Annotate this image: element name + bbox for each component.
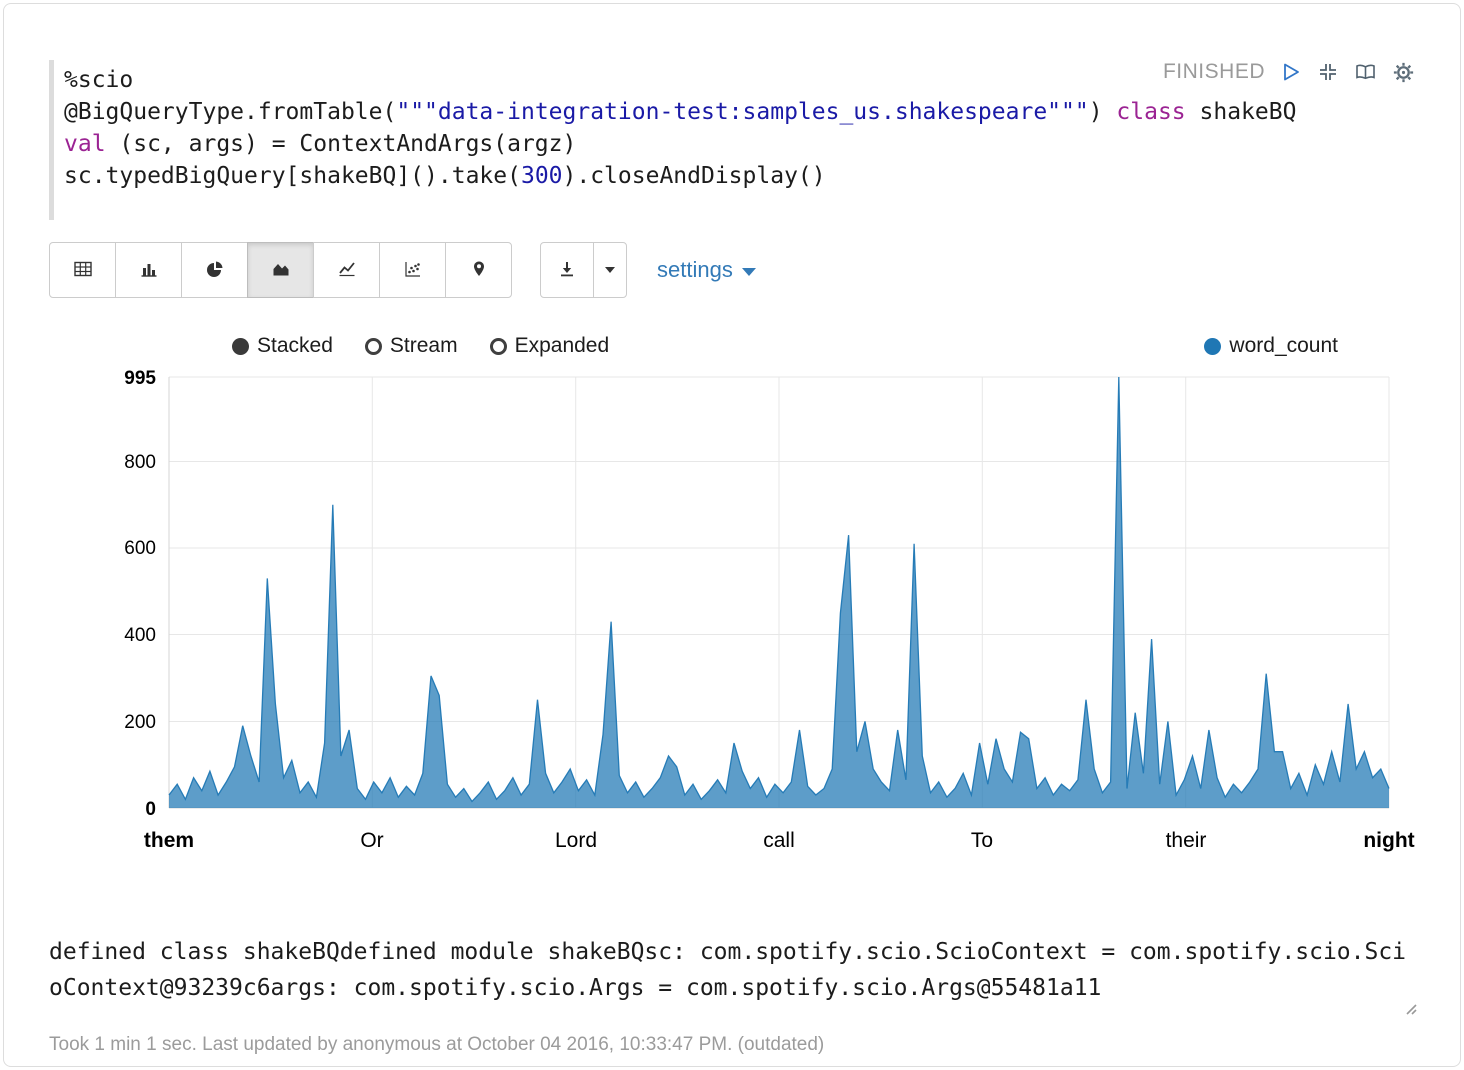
gear-icon[interactable] xyxy=(1392,61,1415,84)
expanded-radio[interactable]: Expanded xyxy=(489,334,610,358)
download-icon xyxy=(557,259,577,282)
pie-chart-icon xyxy=(205,259,225,282)
paragraph-status-bar: FINISHED xyxy=(1146,58,1415,92)
bar-chart-icon xyxy=(139,259,159,282)
area-series-line xyxy=(168,376,1390,803)
svg-text:To: To xyxy=(971,829,993,852)
status-badge: FINISHED xyxy=(1162,60,1265,83)
chart-section: Stacked Stream Expanded word_count xyxy=(4,298,1460,878)
area-chart-icon xyxy=(271,259,291,282)
code-line-2: @BigQueryType.fromTable("""data-integrat… xyxy=(64,96,1415,128)
chart-gridlines xyxy=(168,376,1390,809)
map-pin-icon xyxy=(469,259,489,282)
svg-text:600: 600 xyxy=(124,538,156,559)
legend-dot xyxy=(1204,337,1222,355)
svg-text:200: 200 xyxy=(124,712,156,733)
code-number-token: 300 xyxy=(520,163,563,189)
scatter-chart-icon xyxy=(403,259,423,282)
svg-text:995: 995 xyxy=(124,368,156,389)
chart-type-line-button[interactable] xyxy=(313,242,380,298)
code-editor[interactable]: %scio @BigQueryType.fromTable("""data-in… xyxy=(49,52,1415,220)
code-token: @BigQueryType.fromTable( xyxy=(64,99,397,125)
svg-text:Or: Or xyxy=(360,829,383,852)
code-token: %scio xyxy=(64,67,134,93)
editor-gutter xyxy=(49,60,54,220)
legend-item-word-count[interactable]: word_count xyxy=(1204,334,1338,358)
chart-type-area-button[interactable] xyxy=(247,242,314,298)
chart-type-scatter-button[interactable] xyxy=(379,242,446,298)
code-token: (sc, args) = ContextAndArgs(argz) xyxy=(105,131,577,157)
chart-type-button-group xyxy=(49,242,512,298)
code-line-3: val (sc, args) = ContextAndArgs(argz) xyxy=(64,128,1415,160)
code-token: sc.typedBigQuery[shakeBQ]().take( xyxy=(64,163,521,189)
notebook-paragraph: %scio @BigQueryType.fromTable("""data-in… xyxy=(3,3,1461,1067)
area-series-fill xyxy=(169,377,1389,808)
code-keyword-token: val xyxy=(64,131,106,157)
display-toolbar: settings xyxy=(49,242,1415,298)
expanded-label: Expanded xyxy=(514,334,610,357)
interpreter-output: defined class shakeBQdefined module shak… xyxy=(49,939,1407,1001)
line-chart-icon xyxy=(337,259,357,282)
y-axis-ticks: 995 800 600 400 200 0 xyxy=(124,368,156,820)
output-row: defined class shakeBQdefined module shak… xyxy=(49,934,1417,1015)
stream-label: Stream xyxy=(389,334,458,357)
radio-hollow-icon xyxy=(364,337,382,355)
code-block[interactable]: %scio @BigQueryType.fromTable("""data-in… xyxy=(49,64,1415,192)
settings-link[interactable]: settings xyxy=(657,257,756,283)
download-button[interactable] xyxy=(540,242,594,298)
legend-label: word_count xyxy=(1229,334,1338,357)
caret-down-icon xyxy=(605,267,615,273)
caret-down-icon xyxy=(741,267,756,276)
stacked-label: Stacked xyxy=(257,334,333,357)
code-line-1: %scio xyxy=(64,64,1415,96)
stacked-radio[interactable]: Stacked xyxy=(232,334,333,358)
paragraph-footer: Took 1 min 1 sec. Last updated by anonym… xyxy=(49,1034,825,1055)
code-string-token: """data-integration-test:samples_us.shak… xyxy=(396,99,1089,125)
svg-text:Lord: Lord xyxy=(555,829,597,852)
table-icon xyxy=(73,259,93,282)
chart-type-pie-button[interactable] xyxy=(181,242,248,298)
chart-type-map-button[interactable] xyxy=(445,242,512,298)
resize-handle[interactable] xyxy=(1403,1001,1419,1022)
radio-filled-icon xyxy=(232,337,249,355)
code-token: ) xyxy=(1088,99,1117,125)
settings-label: settings xyxy=(657,257,733,282)
chart-type-table-button[interactable] xyxy=(49,242,116,298)
svg-text:800: 800 xyxy=(124,452,156,473)
compress-icon[interactable] xyxy=(1317,61,1339,83)
svg-text:0: 0 xyxy=(145,799,156,820)
chart-mode-controls: Stacked Stream Expanded xyxy=(232,334,609,358)
book-icon[interactable] xyxy=(1354,61,1377,83)
code-keyword-token: class xyxy=(1116,99,1186,125)
download-caret-button[interactable] xyxy=(593,242,627,298)
chart-type-bar-button[interactable] xyxy=(115,242,182,298)
code-token: shakeBQ xyxy=(1185,99,1297,125)
word-count-area-chart: 995 800 600 400 200 0 them Or Lord call … xyxy=(124,368,1415,852)
radio-hollow-icon xyxy=(489,337,507,355)
code-token: ).closeAndDisplay() xyxy=(562,163,826,189)
play-icon[interactable] xyxy=(1280,61,1302,83)
svg-text:them: them xyxy=(144,829,194,852)
x-axis-ticks: them Or Lord call To their night xyxy=(144,829,1415,852)
svg-text:400: 400 xyxy=(124,625,156,646)
code-line-4: sc.typedBigQuery[shakeBQ]().take(300).cl… xyxy=(64,160,1415,192)
export-button-group xyxy=(540,242,627,298)
svg-text:night: night xyxy=(1363,829,1414,852)
svg-text:their: their xyxy=(1166,829,1207,852)
stream-radio[interactable]: Stream xyxy=(364,334,458,358)
svg-text:call: call xyxy=(763,829,795,852)
